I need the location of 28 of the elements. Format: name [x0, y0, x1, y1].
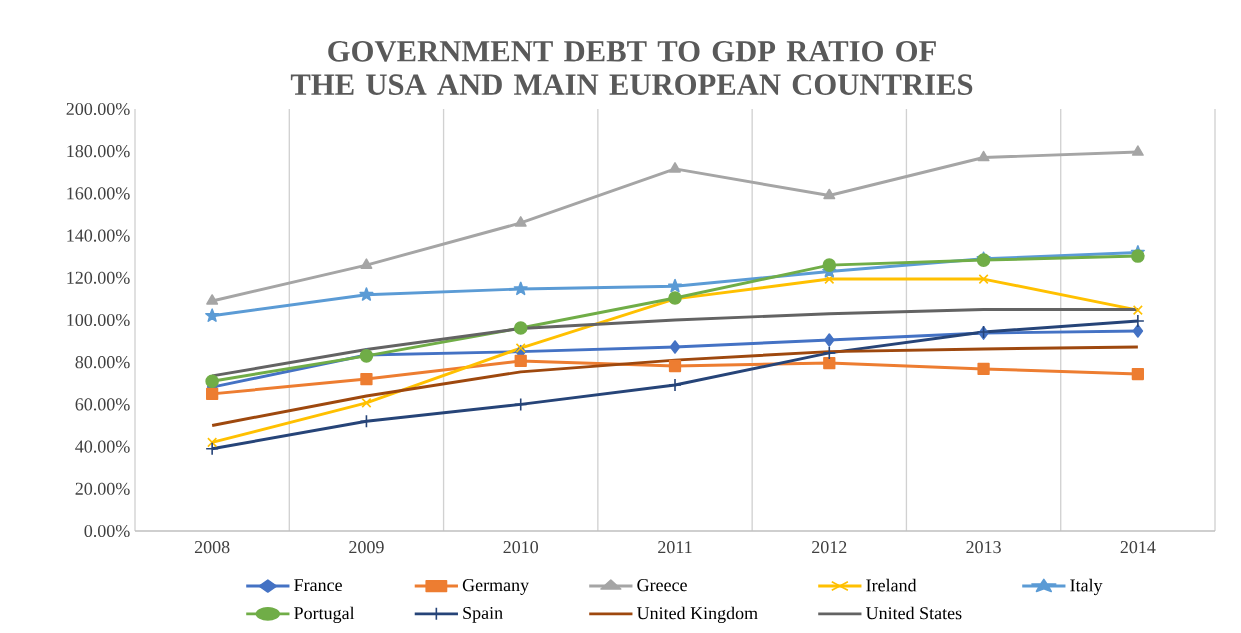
legend-label: France: [294, 579, 342, 592]
x-tick-label: 2013: [966, 541, 1001, 554]
legend-label: Portugal: [294, 606, 355, 624]
y-tick-label: 180.00%: [67, 145, 130, 158]
x-tick-label: 2008: [194, 541, 230, 554]
y-tick-label: 140.00%: [67, 229, 130, 242]
x-tick-label: 2010: [503, 541, 539, 554]
x-tick-label: 2011: [658, 541, 692, 554]
legend-label: Greece: [637, 579, 687, 592]
legend-label: United Kingdom: [636, 606, 758, 624]
legend-label: United States: [865, 606, 962, 620]
x-tick-label: 2014: [1120, 541, 1156, 554]
y-tick-label: 40.00%: [75, 440, 130, 453]
legend-label: Italy: [1070, 578, 1103, 596]
y-tick-label: 60.00%: [75, 398, 130, 411]
y-tick-label: 0.00%: [84, 524, 130, 538]
y-tick-label: 120.00%: [67, 271, 130, 284]
chart-title: GOVERNMENT DEBT TO GDP RATIO OF THE USA AND MAIN EUROPEAN COUNTRIES: [290, 41, 973, 95]
y-tick-label: 80.00%: [75, 356, 130, 369]
y-tick-label: 160.00%: [67, 187, 130, 200]
x-tick-label: 2012: [812, 541, 847, 554]
legend-label: Ireland: [866, 578, 917, 592]
y-tick-label: 200.00%: [66, 102, 130, 116]
legend-label: Spain: [463, 606, 503, 623]
legend-label: Germany: [462, 579, 530, 595]
y-tick-label: 100.00%: [67, 313, 130, 327]
y-tick-label: 20.00%: [75, 482, 130, 495]
x-tick-label: 2009: [349, 541, 384, 554]
